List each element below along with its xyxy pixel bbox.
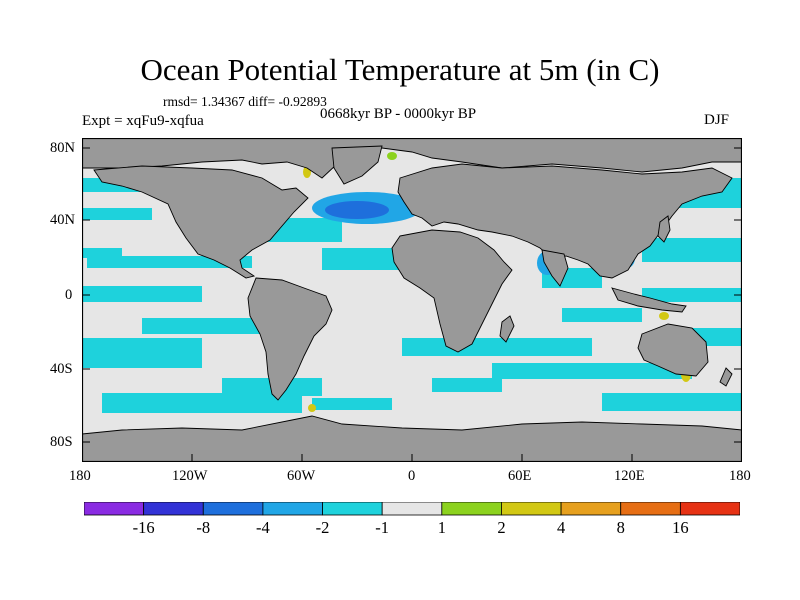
antarctica xyxy=(82,415,742,462)
lon-label-60w: 60W xyxy=(287,468,316,484)
colorbar-label-4: -1 xyxy=(375,518,390,537)
north-america xyxy=(93,165,309,279)
colorbar-label-2: -4 xyxy=(256,518,270,537)
lat-label-0: 0 xyxy=(65,287,73,303)
land-masses xyxy=(82,138,742,462)
colorbar-box-8 xyxy=(560,502,622,516)
japan xyxy=(657,215,671,243)
south-america xyxy=(247,277,333,401)
colorbar-box-10 xyxy=(679,502,740,516)
australia xyxy=(637,323,709,377)
season-label: DJF xyxy=(704,112,730,128)
lat-label-40s: 40S xyxy=(50,361,73,377)
lat-label-80n: 80N xyxy=(50,140,75,156)
colorbar-label-6: 2 xyxy=(497,518,506,537)
colorbar-label-9: 16 xyxy=(672,518,689,537)
india xyxy=(541,249,569,287)
colorbar-label-7: 4 xyxy=(556,518,566,537)
colorbar-label-8: 8 xyxy=(616,518,625,537)
colorbar-box-9 xyxy=(620,502,681,516)
axis-ticks xyxy=(82,147,742,462)
greenland xyxy=(331,145,383,185)
lat-label-40n: 40N xyxy=(50,212,75,228)
colorbar-label-3: -2 xyxy=(315,518,330,537)
world-map xyxy=(82,138,742,462)
stats-text: rmsd= 1.34367 diff= -0.92893 xyxy=(163,94,327,109)
madagascar xyxy=(499,315,515,343)
lon-label-180e: 180 xyxy=(729,468,751,484)
new-zealand xyxy=(719,367,733,387)
colorbar-box-0 xyxy=(84,502,145,516)
colorbar-box-3 xyxy=(262,502,323,516)
lon-label-180w: 180 xyxy=(69,468,91,484)
colorbar-box-6 xyxy=(441,502,502,516)
colorbar-box-2 xyxy=(202,502,264,516)
lon-label-60e: 60E xyxy=(508,468,532,484)
colorbar-box-5 xyxy=(381,502,443,516)
experiment-label: Expt = xqFu9-xqfua xyxy=(82,113,204,129)
lon-label-120w: 120W xyxy=(172,468,208,484)
colorbar xyxy=(84,502,740,516)
lon-label-0: 0 xyxy=(408,468,416,484)
arctic-land xyxy=(82,138,742,179)
plot-title: Ocean Potential Temperature at 5m (in C) xyxy=(140,52,660,87)
africa xyxy=(391,229,513,353)
lat-label-80s: 80S xyxy=(50,434,73,450)
colorbar-box-7 xyxy=(501,502,562,516)
lon-label-120e: 120E xyxy=(614,468,645,484)
colorbar-box-1 xyxy=(143,502,204,516)
eurasia xyxy=(397,163,733,279)
period-label: 0668kyr BP - 0000kyr BP xyxy=(320,106,477,122)
colorbar-label-5: 1 xyxy=(437,518,446,537)
colorbar-box-4 xyxy=(322,502,383,516)
colorbar-label-1: -8 xyxy=(196,518,211,537)
colorbar-label-0: -16 xyxy=(132,518,155,537)
maritime-continent xyxy=(611,287,687,313)
